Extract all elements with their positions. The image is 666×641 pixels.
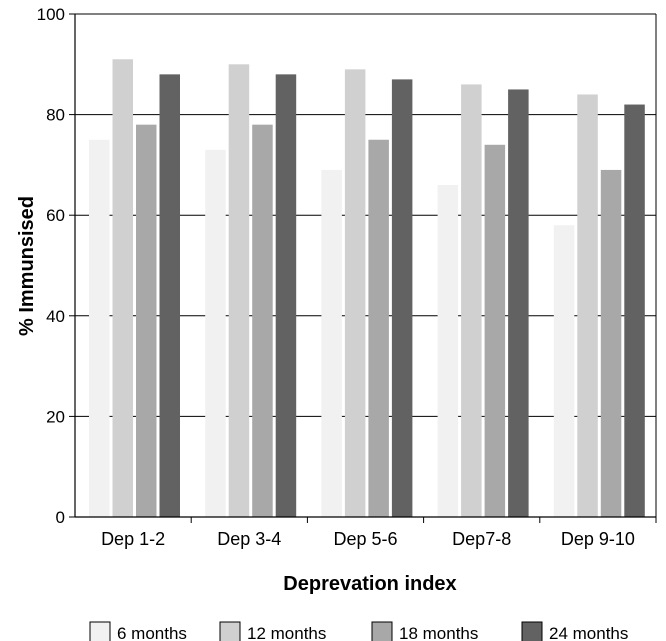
legend-label-12-months: 12 months xyxy=(247,624,326,641)
bar-6-months-2 xyxy=(205,149,226,517)
legend-label-24-months: 24 months xyxy=(549,624,628,641)
y-tick-label: 60 xyxy=(46,206,65,225)
legend-label-6-months: 6 months xyxy=(117,624,187,641)
bar-6-months-3 xyxy=(321,169,342,517)
y-axis-title: % Immunsised xyxy=(16,196,38,336)
bar-6-months-1 xyxy=(89,139,110,517)
legend-swatch-12-months xyxy=(219,621,241,641)
legend-swatch-24-months xyxy=(521,621,543,641)
bar-24-months-2 xyxy=(275,74,297,518)
x-tick-labels: Dep 1-2 Dep 3-4 Dep 5-6 Dep7-8 Dep 9-10 xyxy=(101,529,635,549)
bar-6-months-5 xyxy=(553,225,575,517)
bar-12-months-3 xyxy=(344,69,366,517)
x-tick-label: Dep7-8 xyxy=(452,529,511,549)
bar-18-months-4 xyxy=(484,144,506,517)
y-tick-label: 20 xyxy=(46,407,65,426)
x-tick-label: Dep 5-6 xyxy=(333,529,397,549)
x-tick-label: Dep 1-2 xyxy=(101,529,165,549)
legend-swatch-6-months xyxy=(89,621,111,641)
bar-12-months-4 xyxy=(461,84,482,518)
bar-18-months-5 xyxy=(600,169,622,517)
bar-24-months-4 xyxy=(508,89,529,517)
bar-18-months-3 xyxy=(368,139,389,517)
legend: 6 months 12 months 18 months 24 months xyxy=(89,621,628,641)
y-tick-labels: 0 20 40 60 80 100 xyxy=(37,5,65,527)
y-tick-label: 40 xyxy=(46,307,65,326)
y-tick-label: 80 xyxy=(46,106,65,125)
legend-label-18-months: 18 months xyxy=(399,624,478,641)
y-tick-label: 0 xyxy=(56,508,65,527)
bar-24-months-1 xyxy=(159,74,180,518)
axes xyxy=(69,13,657,523)
x-tick-label: Dep 3-4 xyxy=(217,529,281,549)
x-tick-label: Dep 9-10 xyxy=(561,529,635,549)
bar-18-months-2 xyxy=(252,124,273,517)
bar-6-months-4 xyxy=(437,185,459,517)
bar-24-months-3 xyxy=(391,79,413,517)
bar-12-months-5 xyxy=(577,94,598,517)
bar-18-months-1 xyxy=(136,124,157,517)
bar-24-months-5 xyxy=(624,104,645,517)
legend-swatch-18-months xyxy=(371,621,393,641)
bar-12-months-1 xyxy=(112,59,133,518)
x-axis-title: Deprevation index xyxy=(283,573,456,595)
y-tick-label: 100 xyxy=(37,5,65,24)
bars xyxy=(89,59,645,518)
bar-12-months-2 xyxy=(228,64,250,518)
